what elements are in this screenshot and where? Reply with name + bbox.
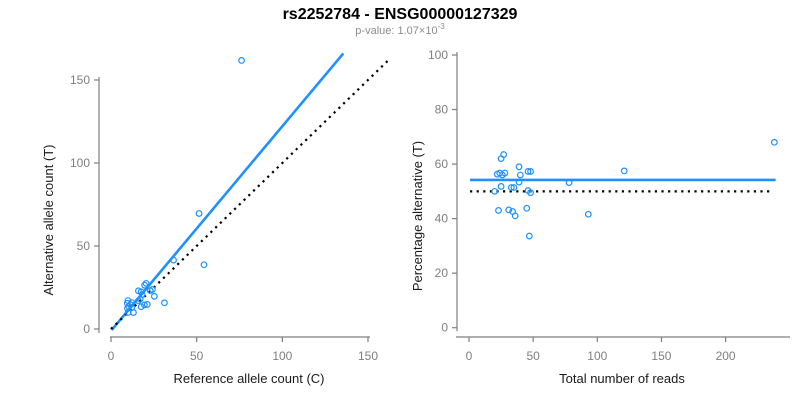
data-point [770,138,778,146]
left-yaxis-title: Alternative allele count (T) [41,144,56,295]
y-tick-label: 0 [83,322,90,336]
data-point [124,305,131,312]
data-point [527,189,534,197]
data-point [515,163,523,171]
data-point [565,179,573,187]
x-tick-label: 0 [466,349,473,363]
figure-title: rs2252784 - ENSG00000127329 [283,6,518,23]
data-point [527,168,534,175]
data-point [495,207,502,214]
data-point [523,204,531,212]
data-point [200,261,208,269]
y-tick-label: 150 [70,73,90,87]
data-point [511,212,519,220]
data-point [516,171,524,179]
data-point [143,301,151,308]
pvalue-exponent: -3 [438,22,446,31]
data-point [150,292,158,300]
data-point [238,57,245,64]
data-point [128,299,136,307]
data-point [507,184,515,191]
pvalue-subtitle: p-value: 1.07×10-3 [355,22,445,37]
x-tick-label: 150 [358,349,378,363]
data-point [620,167,628,175]
data-point [135,297,142,305]
data-point [501,169,509,177]
data-point [195,210,203,217]
x-tick-label: 100 [587,349,607,363]
data-point [497,183,505,190]
dotted-reference-line [110,59,390,330]
data-point [515,178,523,186]
data-point [136,295,144,303]
y-tick-label: 50 [77,239,91,253]
y-tick-label: 20 [435,266,449,280]
y-tick-label: 80 [435,103,449,117]
y-tick-label: 60 [435,157,449,171]
fit-line [110,52,345,331]
y-tick-label: 0 [441,321,448,335]
x-tick-label: 0 [108,349,115,363]
left-xaxis-title: Reference allele count (C) [173,371,324,386]
data-point [524,168,532,175]
y-tick-label: 100 [70,156,90,170]
data-point [142,279,150,287]
data-point [525,232,533,240]
data-point [170,256,177,264]
data-point [130,309,137,316]
data-point [141,281,148,289]
y-tick-label: 100 [428,48,448,62]
x-tick-label: 100 [272,349,292,363]
data-point [584,210,592,218]
x-tick-label: 150 [651,349,671,363]
data-point [497,155,505,163]
data-point [161,299,168,307]
data-point [493,170,501,178]
right-scatter-plot: 0 50 100 150 200 0 20 40 60 80 100 [428,48,790,363]
right-yaxis-title: Percentage alternative (T) [410,141,425,291]
y-tick-label: 40 [435,212,449,226]
data-point [141,301,148,309]
x-tick-label: 50 [526,349,540,363]
right-xaxis-title: Total number of reads [559,371,685,386]
data-point [149,286,156,293]
data-point [505,206,513,214]
x-tick-label: 50 [190,349,204,363]
left-scatter-plot: 0 50 100 150 0 50 100 150 [70,52,390,363]
data-point [510,184,518,191]
data-point [491,187,499,195]
x-tick-label: 200 [716,349,736,363]
pvalue-text: p-value: 1.07×10 [355,25,437,37]
